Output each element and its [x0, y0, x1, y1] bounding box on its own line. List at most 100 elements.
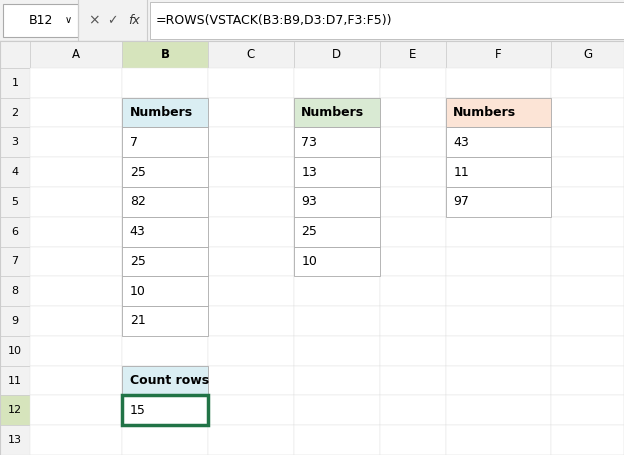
- FancyBboxPatch shape: [0, 98, 30, 127]
- FancyBboxPatch shape: [294, 425, 379, 455]
- Text: fx: fx: [129, 14, 140, 27]
- FancyBboxPatch shape: [446, 41, 552, 68]
- FancyBboxPatch shape: [294, 127, 379, 157]
- Text: 12: 12: [7, 405, 22, 415]
- FancyBboxPatch shape: [446, 336, 552, 366]
- FancyBboxPatch shape: [122, 247, 208, 276]
- FancyBboxPatch shape: [552, 157, 624, 187]
- FancyBboxPatch shape: [208, 217, 294, 247]
- FancyBboxPatch shape: [30, 187, 122, 217]
- FancyBboxPatch shape: [30, 247, 122, 276]
- Text: B: B: [160, 48, 170, 61]
- FancyBboxPatch shape: [208, 127, 294, 157]
- FancyBboxPatch shape: [294, 306, 379, 336]
- FancyBboxPatch shape: [122, 306, 208, 336]
- Text: 43: 43: [130, 225, 145, 238]
- FancyBboxPatch shape: [446, 187, 552, 217]
- FancyBboxPatch shape: [30, 68, 122, 98]
- Text: 9: 9: [11, 316, 19, 326]
- FancyBboxPatch shape: [446, 276, 552, 306]
- FancyBboxPatch shape: [0, 41, 30, 68]
- FancyBboxPatch shape: [0, 187, 30, 217]
- Text: 82: 82: [130, 195, 145, 208]
- FancyBboxPatch shape: [379, 98, 446, 127]
- Text: 13: 13: [301, 166, 317, 179]
- FancyBboxPatch shape: [379, 336, 446, 366]
- FancyBboxPatch shape: [294, 217, 379, 247]
- FancyBboxPatch shape: [379, 68, 446, 98]
- FancyBboxPatch shape: [379, 366, 446, 395]
- FancyBboxPatch shape: [122, 68, 208, 98]
- FancyBboxPatch shape: [208, 425, 294, 455]
- FancyBboxPatch shape: [379, 217, 446, 247]
- FancyBboxPatch shape: [0, 425, 30, 455]
- FancyBboxPatch shape: [294, 217, 379, 247]
- FancyBboxPatch shape: [294, 41, 379, 68]
- Text: Numbers: Numbers: [130, 106, 193, 119]
- Text: G: G: [583, 48, 592, 61]
- FancyBboxPatch shape: [294, 127, 379, 157]
- FancyBboxPatch shape: [208, 306, 294, 336]
- Text: Count rows: Count rows: [130, 374, 209, 387]
- Text: 8: 8: [11, 286, 19, 296]
- Text: 97: 97: [453, 195, 469, 208]
- FancyBboxPatch shape: [208, 68, 294, 98]
- Text: 25: 25: [130, 166, 145, 179]
- FancyBboxPatch shape: [552, 306, 624, 336]
- FancyBboxPatch shape: [552, 425, 624, 455]
- FancyBboxPatch shape: [294, 157, 379, 187]
- Text: 3: 3: [11, 137, 18, 147]
- Text: A: A: [72, 48, 80, 61]
- FancyBboxPatch shape: [122, 366, 208, 395]
- FancyBboxPatch shape: [122, 157, 208, 187]
- FancyBboxPatch shape: [122, 157, 208, 187]
- FancyBboxPatch shape: [294, 187, 379, 217]
- FancyBboxPatch shape: [208, 41, 294, 68]
- FancyBboxPatch shape: [30, 425, 122, 455]
- FancyBboxPatch shape: [379, 395, 446, 425]
- FancyBboxPatch shape: [0, 336, 30, 366]
- FancyBboxPatch shape: [122, 306, 208, 336]
- FancyBboxPatch shape: [294, 336, 379, 366]
- FancyBboxPatch shape: [379, 41, 446, 68]
- FancyBboxPatch shape: [30, 336, 122, 366]
- FancyBboxPatch shape: [379, 276, 446, 306]
- FancyBboxPatch shape: [552, 41, 624, 68]
- FancyBboxPatch shape: [446, 306, 552, 336]
- FancyBboxPatch shape: [552, 247, 624, 276]
- Text: ∨: ∨: [65, 15, 72, 25]
- FancyBboxPatch shape: [552, 395, 624, 425]
- FancyBboxPatch shape: [122, 217, 208, 247]
- FancyBboxPatch shape: [122, 395, 208, 425]
- FancyBboxPatch shape: [294, 247, 379, 276]
- Text: 11: 11: [453, 166, 469, 179]
- FancyBboxPatch shape: [294, 247, 379, 276]
- FancyBboxPatch shape: [0, 276, 30, 306]
- FancyBboxPatch shape: [552, 217, 624, 247]
- FancyBboxPatch shape: [208, 395, 294, 425]
- Text: C: C: [247, 48, 255, 61]
- FancyBboxPatch shape: [446, 157, 552, 187]
- FancyBboxPatch shape: [0, 127, 30, 157]
- Text: 25: 25: [301, 225, 317, 238]
- Text: 10: 10: [301, 255, 317, 268]
- FancyBboxPatch shape: [30, 41, 122, 68]
- FancyBboxPatch shape: [552, 127, 624, 157]
- Text: Numbers: Numbers: [453, 106, 516, 119]
- Text: 10: 10: [8, 346, 22, 356]
- FancyBboxPatch shape: [122, 247, 208, 276]
- FancyBboxPatch shape: [208, 157, 294, 187]
- FancyBboxPatch shape: [446, 98, 552, 127]
- Text: 21: 21: [130, 314, 145, 328]
- FancyBboxPatch shape: [0, 395, 30, 425]
- FancyBboxPatch shape: [208, 247, 294, 276]
- FancyBboxPatch shape: [150, 2, 624, 39]
- FancyBboxPatch shape: [446, 127, 552, 157]
- Text: =ROWS(VSTACK(B3:B9,D3:D7,F3:F5)): =ROWS(VSTACK(B3:B9,D3:D7,F3:F5)): [156, 14, 392, 27]
- FancyBboxPatch shape: [208, 336, 294, 366]
- FancyBboxPatch shape: [0, 366, 30, 395]
- FancyBboxPatch shape: [294, 276, 379, 306]
- FancyBboxPatch shape: [30, 306, 122, 336]
- Text: 6: 6: [11, 227, 18, 237]
- Text: 43: 43: [453, 136, 469, 149]
